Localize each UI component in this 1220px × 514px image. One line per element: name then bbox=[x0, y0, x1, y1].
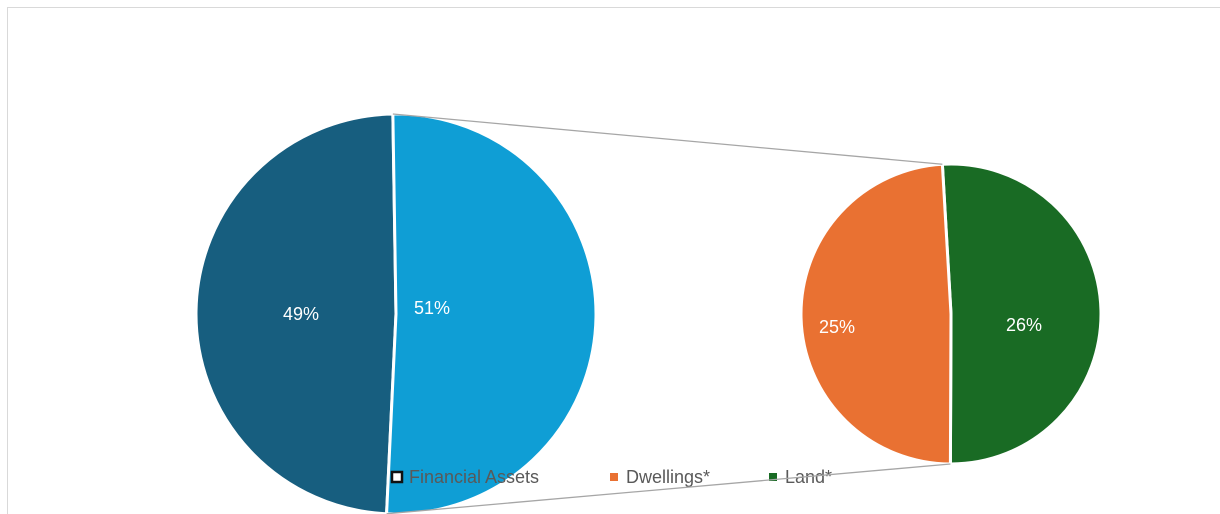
legend-marker bbox=[769, 473, 777, 481]
legend-marker bbox=[390, 470, 404, 484]
pie-slice bbox=[194, 112, 398, 514]
connector-line bbox=[386, 463, 951, 514]
legend-marker bbox=[610, 473, 618, 481]
connector-line bbox=[392, 113, 943, 165]
data-label: 51% bbox=[414, 298, 450, 318]
chart-border bbox=[7, 7, 1220, 514]
pie-slice bbox=[940, 162, 1103, 466]
legend-label: Dwellings* bbox=[626, 467, 710, 487]
data-label: 25% bbox=[819, 317, 855, 337]
pie-slice bbox=[799, 162, 953, 466]
legend-label: Financial Assets bbox=[409, 467, 539, 487]
data-label: 26% bbox=[1006, 315, 1042, 335]
pie-slice bbox=[385, 112, 598, 514]
data-label: 49% bbox=[283, 304, 319, 324]
